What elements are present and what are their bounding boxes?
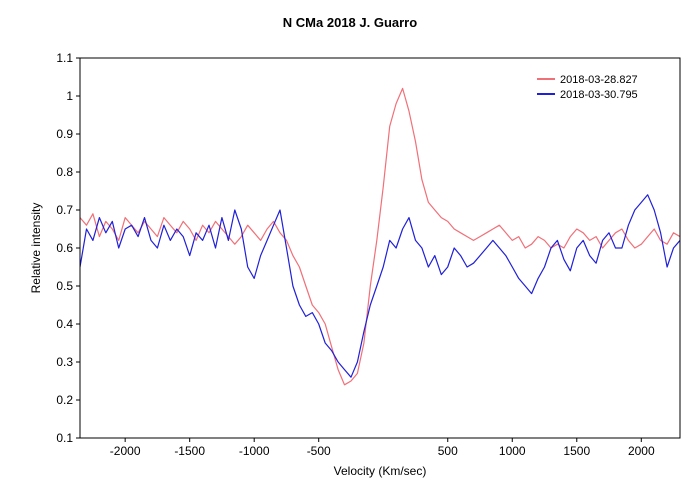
x-tick-label: -1500 [174, 444, 205, 458]
x-tick-label: 2000 [628, 444, 655, 458]
y-tick-label: 0.8 [56, 165, 73, 179]
x-axis-label: Velocity (Km/sec) [334, 464, 427, 478]
series-group [80, 87, 680, 386]
plot-frame [79, 57, 681, 439]
y-tick-label: 1.1 [56, 51, 73, 65]
y-tick-label: 0.9 [56, 127, 73, 141]
y-tick-label: 0.7 [56, 203, 73, 217]
legend-label-2: 2018-03-30.795 [560, 89, 638, 101]
series-line-1 [80, 87, 680, 386]
y-tick-label: 1 [66, 89, 73, 103]
x-tick-label: -2000 [110, 444, 141, 458]
x-tick-label: -500 [307, 444, 331, 458]
y-tick-label: 0.6 [56, 241, 73, 255]
y-tick-label: 0.5 [56, 279, 73, 293]
x-tick-label: 1000 [499, 444, 526, 458]
legend-label-1: 2018-03-28.827 [560, 74, 638, 86]
y-tick-label: 0.3 [56, 355, 73, 369]
legend: 2018-03-28.827 2018-03-30.795 [537, 74, 638, 101]
y-tick-label: 0.1 [56, 431, 73, 445]
x-tick-label: 1500 [563, 444, 590, 458]
x-tick-label: 500 [438, 444, 458, 458]
x-tick-label: -1000 [239, 444, 270, 458]
y-axis-label: Relative intensity [29, 203, 43, 294]
chart-title: N CMa 2018 J. Guarro [283, 15, 417, 30]
x-axis-ticks: -2000 -1500 -1000 -500 500 1000 1500 2000 [110, 438, 655, 458]
y-tick-label: 0.4 [56, 317, 73, 331]
y-axis-ticks: 0.1 0.2 0.3 0.4 0.5 0.6 0.7 0.8 0.9 1 1.1 [56, 51, 80, 445]
y-tick-label: 0.2 [56, 393, 73, 407]
series-line-2 [80, 194, 680, 378]
